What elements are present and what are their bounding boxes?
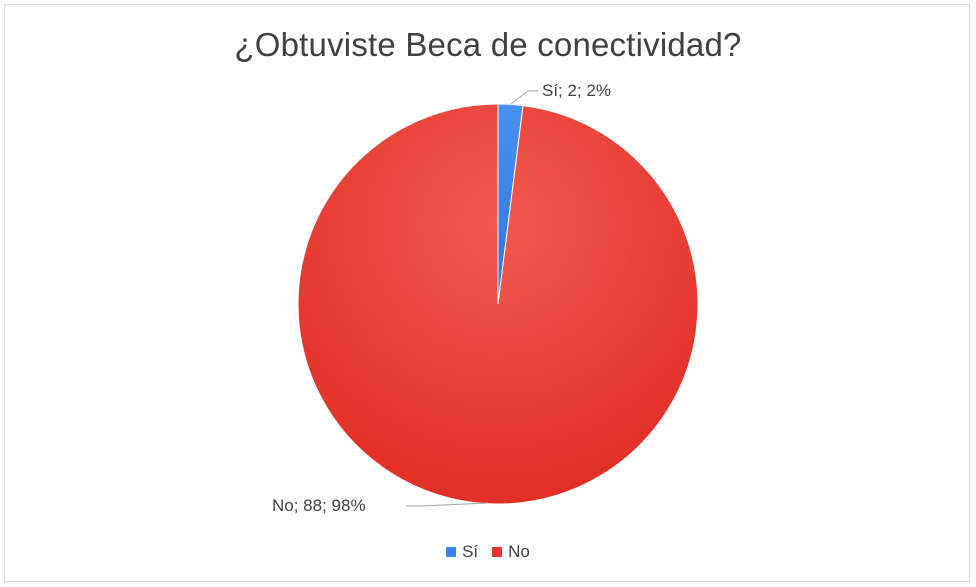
legend-item-no: No	[492, 542, 530, 562]
pie-slice-no	[297, 103, 699, 505]
legend-swatch-no	[492, 547, 503, 557]
data-label-si: Sí; 2; 2%	[542, 81, 611, 100]
leader-line-no	[406, 502, 489, 507]
legend-label-no: No	[508, 542, 530, 561]
leader-line-si	[510, 90, 538, 105]
legend-item-si: Sí	[446, 542, 478, 562]
legend-swatch-si	[446, 547, 457, 557]
data-label-no: No; 88; 98%	[272, 496, 366, 515]
legend: Sí No	[0, 542, 976, 562]
legend-label-si: Sí	[462, 542, 479, 561]
chart-title: ¿Obtuviste Beca de conectividad?	[234, 26, 742, 63]
